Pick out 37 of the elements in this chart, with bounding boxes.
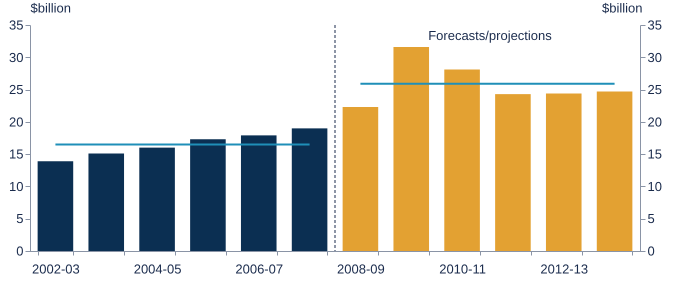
y2-tick-label: 5: [648, 211, 655, 226]
y-tick-label: 0: [16, 244, 24, 258]
y-tick-label: 35: [9, 18, 24, 32]
y2-tick-label: 20: [648, 114, 662, 130]
bar: [546, 93, 582, 251]
y-tick-label: 10: [9, 178, 24, 194]
y-tick-label: 25: [9, 82, 24, 98]
x-tick-label: 2002-03: [32, 262, 80, 276]
y2-tick-label: 0: [648, 244, 655, 258]
y-tick-label: 5: [16, 211, 24, 226]
y-axis-title: $billion: [30, 0, 71, 16]
x-tick-label: 2006-07: [235, 262, 284, 276]
bar: [596, 92, 632, 251]
bar: [444, 70, 480, 251]
y2-tick-label: 35: [648, 18, 662, 32]
y2-tick-label: 15: [648, 146, 662, 162]
bar: [190, 139, 226, 251]
y2-tick-label: 30: [648, 50, 662, 65]
y2-axis-title: $billion: [602, 0, 642, 16]
bar: [88, 153, 124, 251]
y-tick-label: 30: [9, 50, 24, 65]
x-tick-label: 2010-11: [439, 262, 486, 276]
x-tick-label: 2008-09: [337, 262, 385, 276]
bar: [495, 94, 531, 251]
y-tick-label: 20: [9, 114, 24, 130]
bar: [38, 161, 74, 251]
annotation: Forecasts/projections: [428, 28, 552, 43]
x-tick-label: 2004-05: [134, 262, 182, 276]
y-tick-label: 15: [9, 146, 24, 162]
y2-tick-label: 25: [648, 82, 662, 98]
y2-tick-label: 10: [648, 178, 662, 194]
bar: [342, 107, 378, 251]
bar: [292, 128, 328, 251]
bar: [240, 135, 277, 251]
bar: [393, 46, 430, 251]
bar: [139, 148, 175, 251]
x-tick-label: 2012-13: [540, 262, 588, 276]
